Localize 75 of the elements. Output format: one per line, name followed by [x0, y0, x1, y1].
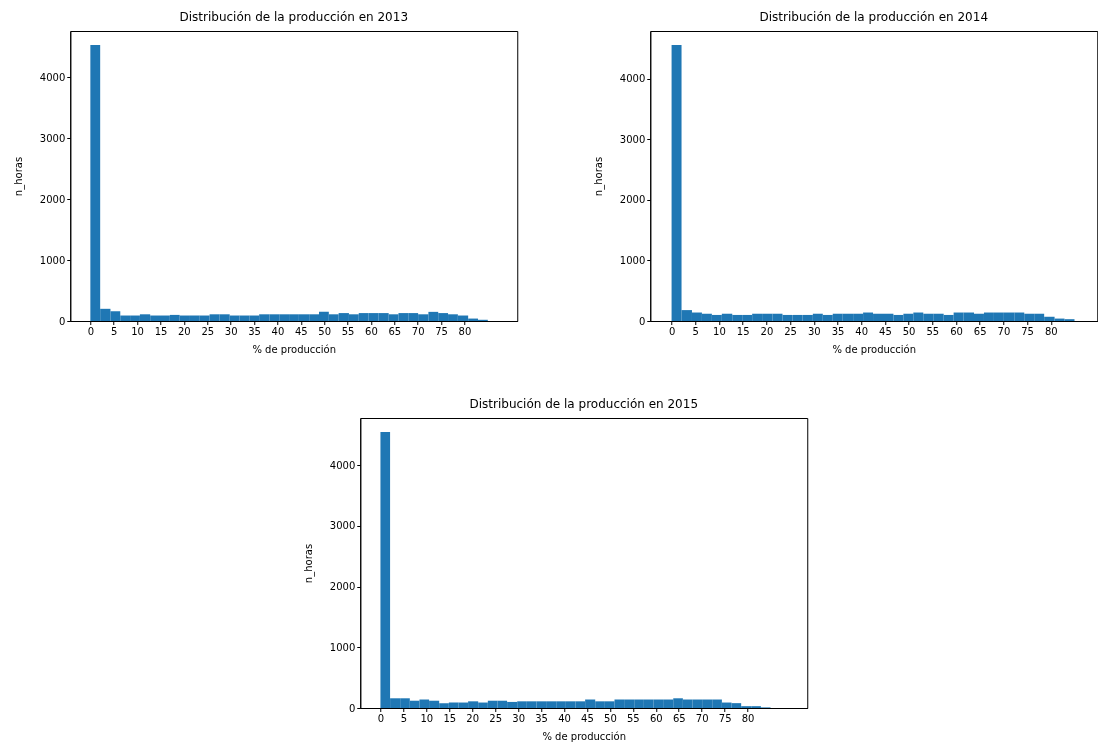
x-tick-label: 80 [741, 713, 755, 724]
x-tick-label: 55 [341, 326, 355, 337]
y-tick-label: 3000 [329, 520, 356, 532]
y-axis-title: n_horas [592, 156, 605, 197]
y-tick-label: 4000 [329, 459, 356, 471]
x-tick-label: 30 [224, 326, 238, 337]
x-tick-label: 30 [807, 326, 821, 337]
x-tick-label: 35 [248, 326, 261, 337]
x-tick-label: 65 [672, 713, 686, 724]
x-tick-label: 15 [443, 713, 457, 724]
x-tick-label: 0 [668, 326, 676, 337]
x-tick-label: 70 [695, 713, 709, 724]
x-tick-label: 35 [535, 713, 548, 724]
y-tick-label: 0 [58, 315, 66, 327]
x-tick-label: 70 [411, 326, 425, 337]
y-axis-title: n_horas [302, 543, 315, 584]
x-tick-label: 25 [489, 713, 503, 724]
x-tick-label: 5 [692, 326, 699, 337]
y-tick-label: 2000 [329, 581, 356, 593]
x-tick-label: 25 [784, 326, 797, 337]
x-tick-label: 10 [713, 326, 726, 337]
x-tick-label: 40 [855, 326, 869, 337]
x-tick-label: 45 [581, 713, 594, 724]
x-tick-label: 45 [879, 326, 892, 337]
y-tick-label: 4000 [619, 73, 646, 85]
x-tick-label: 0 [87, 326, 95, 337]
y-tick-label: 1000 [619, 254, 646, 266]
x-tick-label: 50 [902, 326, 916, 337]
y-tick-label: 0 [638, 315, 646, 327]
y-tick-label: 1000 [329, 641, 356, 653]
chart-title: Distribución de la producción en 2015 [469, 397, 699, 411]
chart-title: Distribución de la producción en 2013 [179, 10, 409, 24]
x-tick-label: 25 [201, 326, 215, 337]
x-tick-label: 75 [718, 713, 732, 724]
x-tick-label: 65 [973, 326, 987, 337]
x-tick-label: 15 [154, 326, 168, 337]
x-tick-label: 15 [736, 326, 750, 337]
x-tick-label: 10 [131, 326, 144, 337]
x-tick-label: 0 [377, 713, 385, 724]
y-tick-label: 2000 [39, 193, 66, 205]
x-tick-label: 60 [365, 326, 378, 337]
y-tick-label: 1000 [39, 254, 66, 266]
x-tick-label: 50 [604, 713, 617, 724]
y-tick-label: 2000 [619, 194, 646, 206]
x-tick-label: 30 [512, 713, 525, 724]
y-tick-label: 0 [348, 702, 356, 714]
x-tick-label: 55 [626, 713, 640, 724]
x-tick-label: 10 [420, 713, 434, 724]
x-axis-title: % de producción [252, 344, 337, 355]
x-tick-label: 20 [466, 713, 480, 724]
x-tick-label: 50 [318, 326, 332, 337]
x-tick-label: 70 [997, 326, 1011, 337]
x-tick-label: 65 [388, 326, 402, 337]
x-tick-label: 5 [400, 713, 408, 724]
x-tick-label: 80 [1044, 326, 1058, 337]
y-axis-title: n_horas [12, 156, 25, 197]
x-tick-label: 20 [178, 326, 191, 337]
x-tick-label: 45 [294, 326, 308, 337]
y-tick-label: 3000 [619, 133, 646, 145]
x-axis-title: % de producción [542, 731, 627, 742]
x-tick-label: 5 [111, 326, 118, 337]
y-tick-label: 3000 [39, 132, 66, 144]
x-axis-title: % de producción [832, 344, 917, 355]
x-tick-label: 80 [458, 326, 472, 337]
x-tick-label: 40 [271, 326, 285, 337]
x-tick-label: 75 [1021, 326, 1034, 337]
x-tick-label: 35 [831, 326, 845, 337]
x-tick-label: 40 [558, 713, 571, 724]
x-tick-label: 60 [649, 713, 663, 724]
chart-title: Distribución de la producción en 2014 [759, 10, 989, 24]
x-tick-label: 75 [435, 326, 448, 337]
y-tick-label: 4000 [39, 71, 66, 83]
x-tick-label: 60 [950, 326, 963, 337]
x-tick-label: 55 [926, 326, 940, 337]
x-tick-label: 20 [760, 326, 774, 337]
